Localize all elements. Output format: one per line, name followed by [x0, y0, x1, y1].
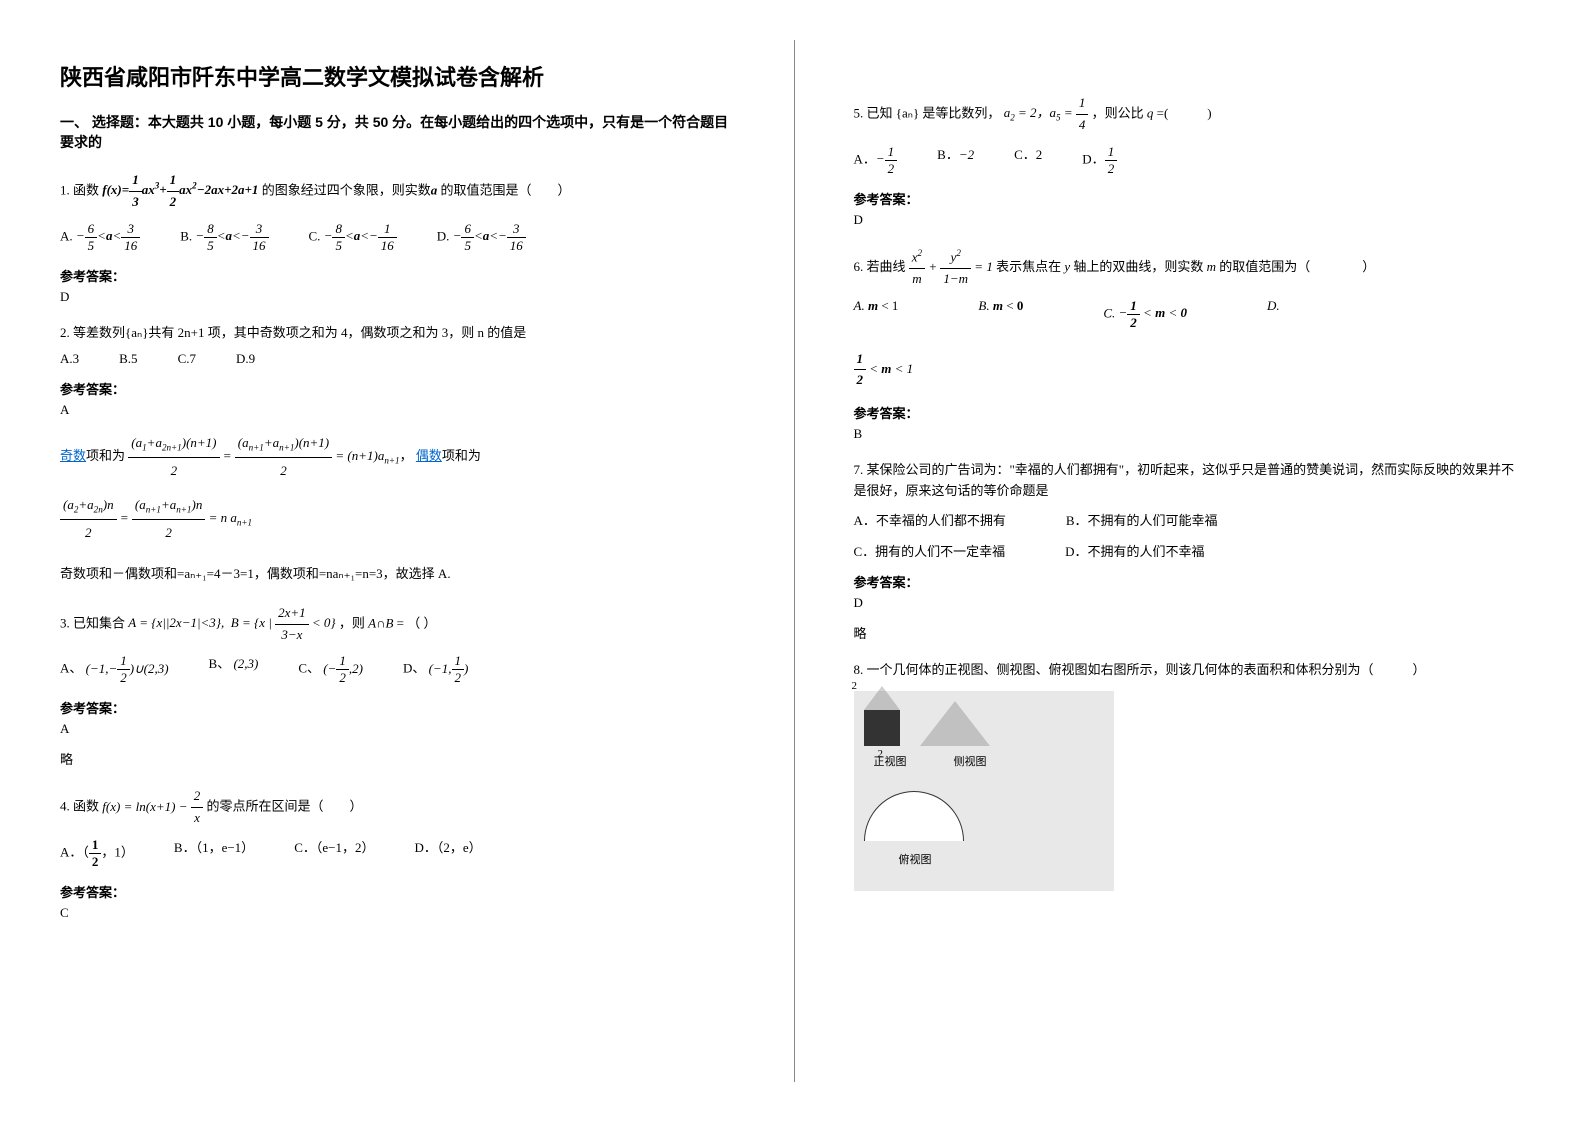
q1-opt-b: B. −85<a<−316 [180, 221, 268, 254]
q7-opt-b: B．不拥有的人们可能幸福 [1066, 510, 1218, 529]
fig-top-label: 俯视图 [899, 851, 932, 867]
q4-opt-a: A．（12，1） [60, 837, 134, 870]
q3-opt-b: B、 (2,3) [209, 653, 259, 686]
ans-label: 参考答案： [60, 266, 734, 285]
q4-opt-b: B．（1，e−1） [174, 837, 254, 870]
q1-formula: f(x)=13ax3+12ax2−2ax+2a+1 [102, 182, 258, 197]
q2-ans: A [60, 402, 734, 418]
q3-opt-d: D、 (−1,12) [403, 653, 468, 686]
page-title: 陕西省咸阳市阡东中学高二数学文模拟试卷含解析 [60, 60, 734, 92]
ans-label: 参考答案： [60, 379, 734, 398]
q7-note: 略 [854, 623, 1528, 642]
q5-options: A．−12 B．−2 C．2 D．12 [854, 144, 1528, 177]
q4-opt-c: C．（e−1，2） [294, 837, 374, 870]
front-view-shape: 2 2 [864, 710, 900, 746]
q6-stem-b: 表示焦点在 y 轴上的双曲线，则实数 m 的取值范围为（ ） [996, 259, 1375, 274]
q1-opt-a: A. −65<a<316 [60, 221, 140, 254]
q4-ans: C [60, 905, 734, 921]
q6-ans: B [854, 426, 1528, 442]
q4-opt-d: D．（2，e） [414, 837, 481, 870]
q2-conclusion: 奇数项和－偶数项和=aₙ₊₁=4－3=1，偶数项和=naₙ₊₁=n=3，故选择 … [60, 564, 734, 585]
q3-opt-a: A、 (−1,−12)∪(2,3) [60, 653, 169, 686]
q7-opt-d: D．不拥有的人们不幸福 [1065, 541, 1204, 560]
ans-label: 参考答案： [60, 882, 734, 901]
question-2: 2. 等差数列{aₙ}共有 2n+1 项，其中奇数项之和为 4，偶数项之和为 3… [60, 323, 734, 344]
q4-options: A．（12，1） B．（1，e−1） C．（e−1，2） D．（2，e） [60, 837, 734, 870]
q3-opt-c: C、 (−12,2) [298, 653, 363, 686]
question-3: 3. 已知集合 A = {x||2x−1|<3}, B = {x | 2x+13… [60, 603, 734, 646]
q7-opt-c: C．拥有的人们不一定幸福 [854, 541, 1006, 560]
q5-opt-d: D．12 [1082, 144, 1117, 177]
question-6: 6. 若曲线 x2m + y21−m = 1 表示焦点在 y 轴上的双曲线，则实… [854, 246, 1528, 290]
odd-link[interactable]: 奇数 [60, 448, 86, 463]
q5-ans: D [854, 212, 1528, 228]
q1-opt-c: C. −85<a<−116 [309, 221, 397, 254]
q4-formula: f(x) = ln(x+1) − 2x [102, 799, 203, 814]
q7-options-row1: A．不幸福的人们都不拥有 B．不拥有的人们可能幸福 [854, 510, 1528, 529]
q3-note: 略 [60, 749, 734, 768]
question-5: 5. 已知 {aₙ} 是等比数列， a2 = 2，a5 = 14 ，则公比 q … [854, 93, 1528, 136]
q7-ans: D [854, 595, 1528, 611]
side-view-shape [920, 701, 990, 746]
q5-opt-a: A．−12 [854, 144, 898, 177]
fig-front-label: 正视图 [874, 753, 907, 769]
fig-side-label: 侧视图 [954, 753, 987, 769]
right-column: 5. 已知 {aₙ} 是等比数列， a2 = 2，a5 = 14 ，则公比 q … [794, 20, 1587, 1102]
section-heading: 一、 选择题：本大题共 10 小题，每小题 5 分，共 50 分。在每小题给出的… [60, 112, 734, 152]
q6-opt-b: B. m < 0 [978, 298, 1023, 331]
q3-stem-b: ，则 A∩B = （ ） [339, 615, 437, 630]
q2-detail-odd: 奇数项和为 (a1+a2n+1)(n+1)2 = (an+1+an+1)(n+1… [60, 430, 734, 484]
q5-stem-b: ，则公比 q =( ) [1092, 105, 1212, 120]
q3-options: A、 (−1,−12)∪(2,3) B、 (2,3) C、 (−12,2) D、… [60, 653, 734, 686]
q5-opt-c: C．2 [1014, 144, 1042, 177]
q1-ans: D [60, 289, 734, 305]
q3-sets: A = {x||2x−1|<3}, B = {x | 2x+13−x < 0} [128, 615, 335, 630]
q8-figure: 2 2 正视图 侧视图 俯视图 [854, 691, 1114, 891]
question-1: 1. 函数 f(x)=13ax3+12ax2−2ax+2a+1 的图象经过四个象… [60, 170, 734, 213]
q1-stem-b: 的图象经过四个象限，则实数 [262, 182, 431, 197]
left-column: 陕西省咸阳市阡东中学高二数学文模拟试卷含解析 一、 选择题：本大题共 10 小题… [0, 20, 794, 1102]
fig-dim-v: 2 [852, 680, 858, 692]
q6-opt-a: A. m < 1 [854, 298, 899, 331]
q6-formula: x2m + y21−m = 1 [909, 259, 993, 274]
q3-ans: A [60, 721, 734, 737]
question-4: 4. 函数 f(x) = ln(x+1) − 2x 的零点所在区间是（ ） [60, 786, 734, 829]
ans-label: 参考答案： [854, 189, 1528, 208]
q5-opt-b: B．−2 [937, 144, 974, 177]
ans-label: 参考答案： [854, 403, 1528, 422]
ans-label: 参考答案： [854, 572, 1528, 591]
q1-stem-c: 的取值范围是（ ） [440, 182, 570, 197]
q5-vals: a2 = 2，a5 = 14 [1004, 105, 1089, 120]
q7-opt-a: A．不幸福的人们都不拥有 [854, 510, 1006, 529]
even-link[interactable]: 偶数 [416, 448, 442, 463]
q2-opt-a: A.3 [60, 351, 79, 367]
q2-opt-d: D.9 [236, 351, 255, 367]
q6-opt-d-marker: D. [1267, 298, 1280, 331]
q1-opt-d: D. −65<a<−316 [437, 221, 526, 254]
q2-options: A.3 B.5 C.7 D.9 [60, 351, 734, 367]
q6-options-row1: A. m < 1 B. m < 0 C. −12 < m < 0 D. [854, 298, 1528, 331]
q2-even-formula: (a2+a2n)n2 = (an+1+an+1)n2 = n an+1 [60, 492, 734, 546]
q1-options: A. −65<a<316 B. −85<a<−316 C. −85<a<−116… [60, 221, 734, 254]
question-8: 8. 一个几何体的正视图、侧视图、俯视图如右图所示，则该几何体的表面积和体积分别… [854, 660, 1528, 681]
q2-odd-formula: (a1+a2n+1)(n+1)2 = (an+1+an+1)(n+1)2 = (… [128, 448, 399, 463]
q6-opt-d: 12 < m < 1 [854, 349, 1528, 392]
q2-opt-b: B.5 [119, 351, 137, 367]
q2-opt-c: C.7 [178, 351, 196, 367]
q7-options-row2: C．拥有的人们不一定幸福 D．不拥有的人们不幸福 [854, 541, 1528, 560]
ans-label: 参考答案： [60, 698, 734, 717]
question-7: 7. 某保险公司的广告词为："幸福的人们都拥有"，初听起来，这似乎只是普通的赞美… [854, 460, 1528, 502]
q6-opt-c: C. −12 < m < 0 [1103, 298, 1187, 331]
q1-stem-a: 1. 函数 [60, 182, 99, 197]
top-view-shape [864, 791, 964, 841]
